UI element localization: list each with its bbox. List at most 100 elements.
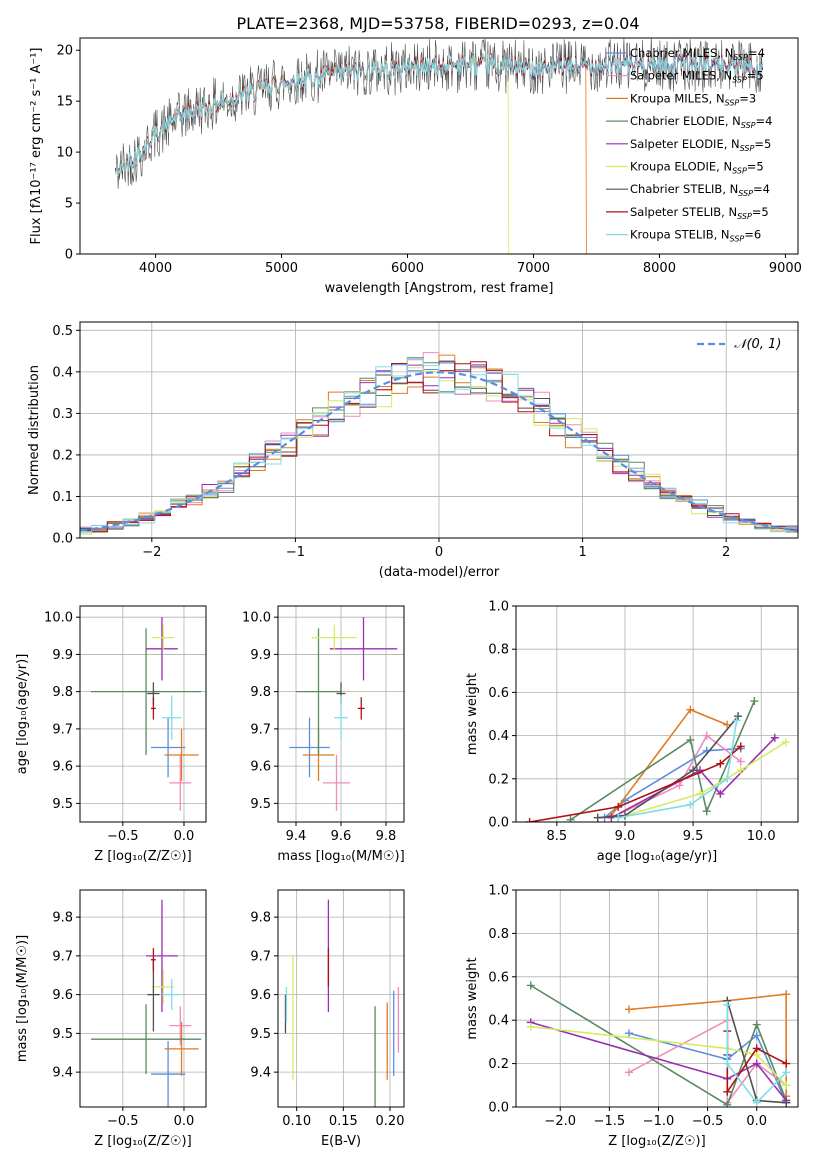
weight-marker: [689, 766, 698, 775]
legend-entry-name: Kroupa MILES, N: [630, 91, 725, 105]
tick-label-y: 0.8: [488, 927, 509, 942]
mass_vs_ebv-plot-area: [284, 899, 400, 1107]
weight-marker: [723, 1100, 732, 1107]
tick-label-x: 9.8: [376, 829, 397, 844]
tick-label-y: 0: [65, 248, 73, 263]
tick-label-y: 0.0: [488, 816, 509, 831]
tick-label-y: 9.5: [52, 797, 73, 812]
errorbar-point: [296, 628, 341, 755]
tick-label-y: 10: [56, 146, 73, 161]
weight_vs_Z-ylabel: mass weight: [465, 957, 480, 1039]
weight-line-8: [726, 1005, 787, 1104]
mass_vs_Z-plot-area: [91, 899, 202, 1107]
age_vs_Z-axes: −0.5 0.0 9.5 9.6 9.7 9.8 9.9 10.0 Z [log₁₀(Z/Z☉)…: [15, 605, 207, 864]
tick-label-y: 9.6: [250, 760, 271, 775]
legend-entry-nssp: =6: [744, 228, 761, 242]
tick-label-y: 9.8: [52, 685, 73, 700]
tick-label-x: 0.20: [376, 1114, 405, 1129]
tick-label-y: 0.2: [52, 448, 73, 463]
weight-line-6: [597, 715, 739, 819]
legend-entry-name: Salpeter ELODIE, N: [630, 137, 740, 151]
weight-marker: [782, 1098, 791, 1107]
tick-label-x: −1.0: [643, 1114, 675, 1129]
tick-label-x: −0.5: [107, 829, 139, 844]
legend-subscript: SSP: [730, 235, 745, 244]
tick-label-y: 15: [56, 95, 73, 110]
mass_vs_Z-xlabel: Z [log₁₀(Z/Z☉)]: [94, 1134, 191, 1149]
tick-label-y: 0.0: [488, 1101, 509, 1116]
legend-entry-name: Chabrier STELIB, N: [630, 182, 738, 196]
weight-marker: [723, 720, 732, 729]
tick-label-y: 0.5: [52, 324, 73, 339]
spectrum-ylabel: Flux [fλ10⁻¹⁷ erg cm⁻² s⁻¹ A⁻¹]: [29, 48, 44, 245]
legend-entry: Chabrier STELIB, NSSP=4: [630, 182, 770, 198]
weight-marker: [624, 1029, 633, 1038]
tick-label-y: 5: [65, 197, 73, 212]
weight_vs_age-axes: 8.5 9.0 9.5 10.0 0.0 0.2 0.4 0.6 0.8 1.0 age [log₁…: [465, 600, 799, 864]
errorbar-point: [329, 617, 398, 681]
tick-label-y: 0.6: [488, 686, 509, 701]
age_vs_Z-frame: [79, 605, 207, 823]
weight-marker: [752, 1044, 761, 1053]
mass_vs_Z-axes: −0.5 0.0 9.4 9.5 9.6 9.7 9.8 Z [log₁₀(Z/Z☉)] mas…: [15, 889, 207, 1149]
errorbar-point: [146, 617, 178, 681]
weight-marker: [723, 774, 732, 783]
residuals-legend: 𝒩(0, 1): [697, 337, 781, 352]
tick-label-x: 0.0: [746, 1114, 767, 1129]
figure-title: PLATE=2368, MJD=53758, FIBERID=0293, z=0…: [236, 14, 639, 33]
legend-entry-nssp: =4: [756, 114, 773, 128]
weight-marker: [686, 800, 695, 809]
weight-marker: [624, 1068, 633, 1077]
tick-label-y: 9.8: [52, 911, 73, 926]
weight-marker: [723, 1087, 732, 1096]
tick-label-y: 9.7: [250, 722, 271, 737]
tick-label-x: 9.6: [331, 829, 352, 844]
weight-marker: [770, 733, 779, 742]
weight-marker: [675, 781, 684, 790]
weight-line-5: [617, 741, 787, 819]
weight-marker: [716, 759, 725, 768]
legend-entry-name: Chabrier ELODIE, N: [630, 114, 741, 128]
tick-label-y: 9.4: [250, 1066, 271, 1081]
errorbar-point: [289, 717, 330, 778]
residuals-axes: −2 −1 0 1 2 0.0 0.1 0.2 0.3 0.4 0.5 (data-model)/er…: [27, 321, 799, 580]
age_vs_mass-plot-area: [289, 617, 398, 811]
tick-label-y: 9.8: [250, 685, 271, 700]
legend-entry-nssp: =3: [739, 91, 756, 105]
mass_vs_ebv-xlabel: E(B-V): [321, 1134, 361, 1149]
tick-label-y: 9.7: [52, 949, 73, 964]
tick-label-x: 0.10: [282, 1114, 311, 1129]
spectrum-axes: 4000 5000 6000 7000 8000 9000 0 5 10 15 20 waveleng…: [29, 37, 802, 296]
errorbar-point: [169, 754, 192, 811]
weight-marker: [781, 738, 790, 747]
age_vs_mass-axes: 9.4 9.6 9.8 9.5 9.6 9.7 9.8 9.9 10.0 mass [log₁₀(…: [242, 605, 405, 864]
tick-label-x: 2: [722, 545, 730, 560]
legend-subscript: SSP: [725, 98, 740, 107]
tick-label-x: −0.5: [692, 1114, 724, 1129]
legend-entry-name: Kroupa STELIB, N: [630, 228, 730, 242]
weight-marker: [566, 815, 575, 822]
legend-entry: Chabrier MILES, NSSP=4: [630, 46, 765, 62]
weight-marker: [782, 990, 791, 999]
weight-marker: [614, 813, 623, 822]
legend-entry: Kroupa STELIB, NSSP=6: [630, 228, 761, 244]
errorbar-point: [152, 624, 175, 651]
mass_vs_Z-frame: [79, 889, 207, 1108]
spectrum-line-8: [114, 54, 764, 177]
tick-label-y: 9.9: [52, 648, 73, 663]
legend-entry-nssp: =5: [754, 137, 771, 151]
tick-label-y: 0.4: [488, 1014, 509, 1029]
tick-label-x: −2.0: [544, 1114, 576, 1129]
tick-label-x: −1.5: [594, 1114, 626, 1129]
legend-entry: Chabrier ELODIE, NSSP=4: [630, 114, 772, 130]
spectrum-line-6: [115, 38, 763, 189]
tick-label-y: 0.8: [488, 643, 509, 658]
tick-label-y: 0.1: [52, 490, 73, 505]
tick-label-x: 1: [578, 545, 586, 560]
legend-entry: Kroupa ELODIE, NSSP=5: [630, 160, 764, 176]
tick-label-y: 0.2: [488, 772, 509, 787]
errorbar-point: [91, 1004, 202, 1075]
weight-marker: [686, 705, 695, 714]
tick-label-y: 9.6: [250, 988, 271, 1003]
